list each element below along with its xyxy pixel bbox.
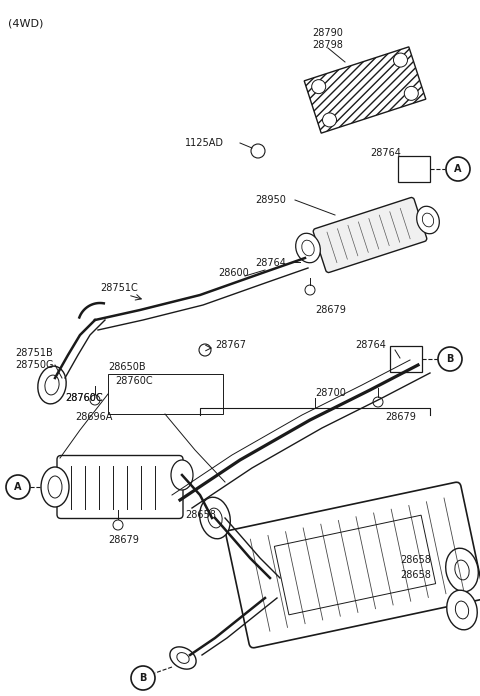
Text: 28751B
28750G: 28751B 28750G [15, 348, 53, 370]
Text: 28696A: 28696A [75, 412, 112, 422]
Circle shape [394, 53, 408, 67]
Text: 28760C: 28760C [115, 376, 153, 386]
Circle shape [373, 397, 383, 407]
Ellipse shape [455, 560, 469, 580]
Text: B: B [446, 354, 454, 364]
Circle shape [131, 666, 155, 690]
Ellipse shape [45, 375, 59, 395]
Text: (4WD): (4WD) [8, 18, 43, 28]
Ellipse shape [177, 653, 189, 663]
Text: 28658: 28658 [400, 570, 431, 580]
Ellipse shape [422, 213, 433, 227]
Text: 28679: 28679 [108, 535, 139, 545]
Text: 28658: 28658 [185, 510, 216, 520]
Ellipse shape [302, 240, 314, 256]
Circle shape [199, 344, 211, 356]
Bar [108, 374, 223, 414]
FancyBboxPatch shape [398, 156, 430, 182]
Ellipse shape [296, 233, 320, 262]
Text: 1125AD: 1125AD [185, 138, 224, 148]
Circle shape [404, 86, 418, 100]
FancyBboxPatch shape [226, 482, 480, 648]
Text: 28679: 28679 [315, 305, 346, 315]
Circle shape [323, 113, 336, 127]
Text: B: B [139, 673, 147, 683]
Text: 28679: 28679 [385, 412, 416, 422]
Ellipse shape [200, 497, 230, 539]
Ellipse shape [456, 601, 468, 619]
Text: 28751C: 28751C [100, 283, 138, 293]
Ellipse shape [48, 476, 62, 498]
Text: A: A [454, 164, 462, 174]
Ellipse shape [38, 366, 66, 404]
FancyBboxPatch shape [390, 346, 422, 372]
Text: 28600: 28600 [218, 268, 249, 278]
Text: 28950: 28950 [255, 195, 286, 205]
FancyBboxPatch shape [304, 47, 426, 133]
Text: 28790
28798: 28790 28798 [312, 28, 343, 49]
Text: 28764: 28764 [355, 340, 386, 350]
Ellipse shape [447, 590, 477, 630]
Ellipse shape [417, 206, 439, 234]
Text: 28658: 28658 [400, 555, 431, 565]
Text: 28764: 28764 [255, 258, 286, 268]
Ellipse shape [446, 548, 478, 592]
Circle shape [438, 347, 462, 371]
Circle shape [6, 475, 30, 499]
Text: 28764: 28764 [370, 148, 401, 158]
Circle shape [446, 157, 470, 181]
Circle shape [90, 395, 100, 405]
Text: 28767: 28767 [215, 340, 246, 350]
Text: 28760C: 28760C [65, 393, 103, 403]
Ellipse shape [170, 647, 196, 669]
Circle shape [305, 285, 315, 295]
FancyBboxPatch shape [57, 455, 183, 519]
FancyBboxPatch shape [313, 198, 427, 273]
Circle shape [312, 79, 326, 94]
Text: 28760C: 28760C [65, 393, 103, 403]
Circle shape [251, 144, 265, 158]
Ellipse shape [171, 460, 193, 490]
Circle shape [113, 520, 123, 530]
Ellipse shape [41, 467, 69, 507]
Text: 28650B: 28650B [108, 362, 145, 372]
Ellipse shape [208, 508, 222, 528]
Text: A: A [14, 482, 22, 492]
Text: 28700: 28700 [315, 388, 346, 398]
